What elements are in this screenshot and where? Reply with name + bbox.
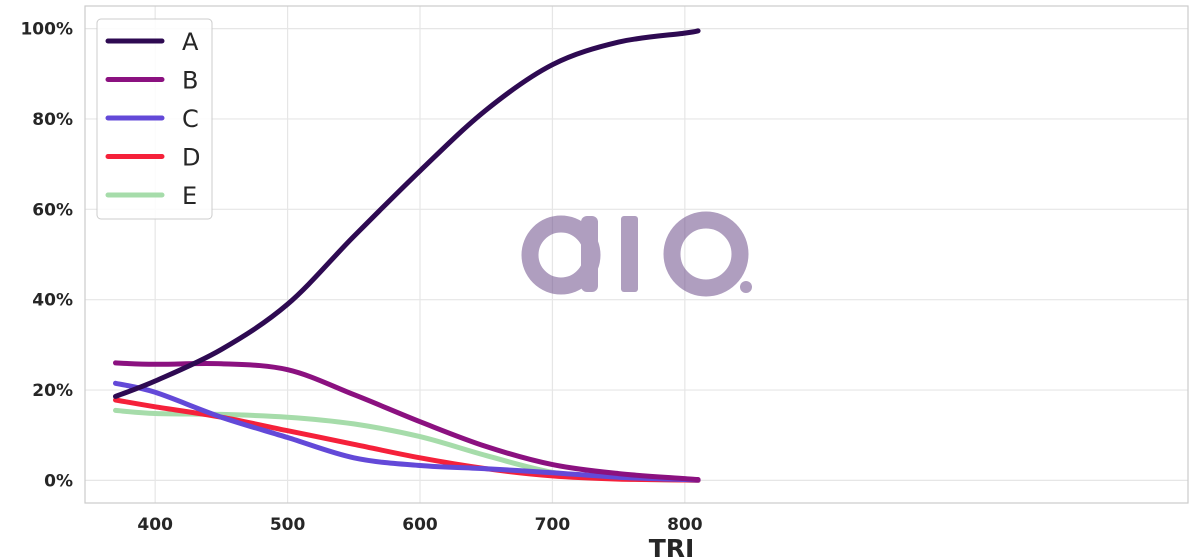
series-line-c bbox=[113, 380, 701, 483]
y-tick-label: 20% bbox=[32, 381, 73, 401]
series-line-e bbox=[113, 407, 701, 483]
y-tick-label: 100% bbox=[20, 20, 73, 40]
plot-area-frame bbox=[84, 5, 1189, 504]
y-tick-label: 60% bbox=[32, 200, 73, 220]
x-tick-label: 400 bbox=[137, 515, 173, 535]
x-tick-label: 800 bbox=[667, 515, 703, 535]
legend-label-d: D bbox=[182, 144, 200, 172]
series-line-b bbox=[113, 360, 701, 482]
legend-label-c: C bbox=[182, 105, 199, 133]
y-tick-label: 80% bbox=[32, 110, 73, 130]
x-axis-label: TRI bbox=[649, 534, 695, 560]
legend-label-b: B bbox=[182, 67, 198, 95]
x-tick-label: 700 bbox=[535, 515, 571, 535]
legend-label-e: E bbox=[182, 182, 197, 210]
y-tick-label: 0% bbox=[44, 471, 73, 491]
x-axis-ticks: 400 500 600 700 800 bbox=[137, 515, 702, 535]
series-line-a bbox=[113, 28, 701, 399]
series-lines bbox=[113, 28, 701, 483]
legend-label-a: A bbox=[182, 28, 199, 56]
y-tick-label: 40% bbox=[32, 291, 73, 311]
aio-logo-watermark bbox=[521, 211, 752, 297]
y-axis-ticks: 0% 20% 40% 60% 80% 100% bbox=[20, 20, 73, 492]
x-tick-label: 600 bbox=[402, 515, 438, 535]
x-tick-label: 500 bbox=[270, 515, 306, 535]
